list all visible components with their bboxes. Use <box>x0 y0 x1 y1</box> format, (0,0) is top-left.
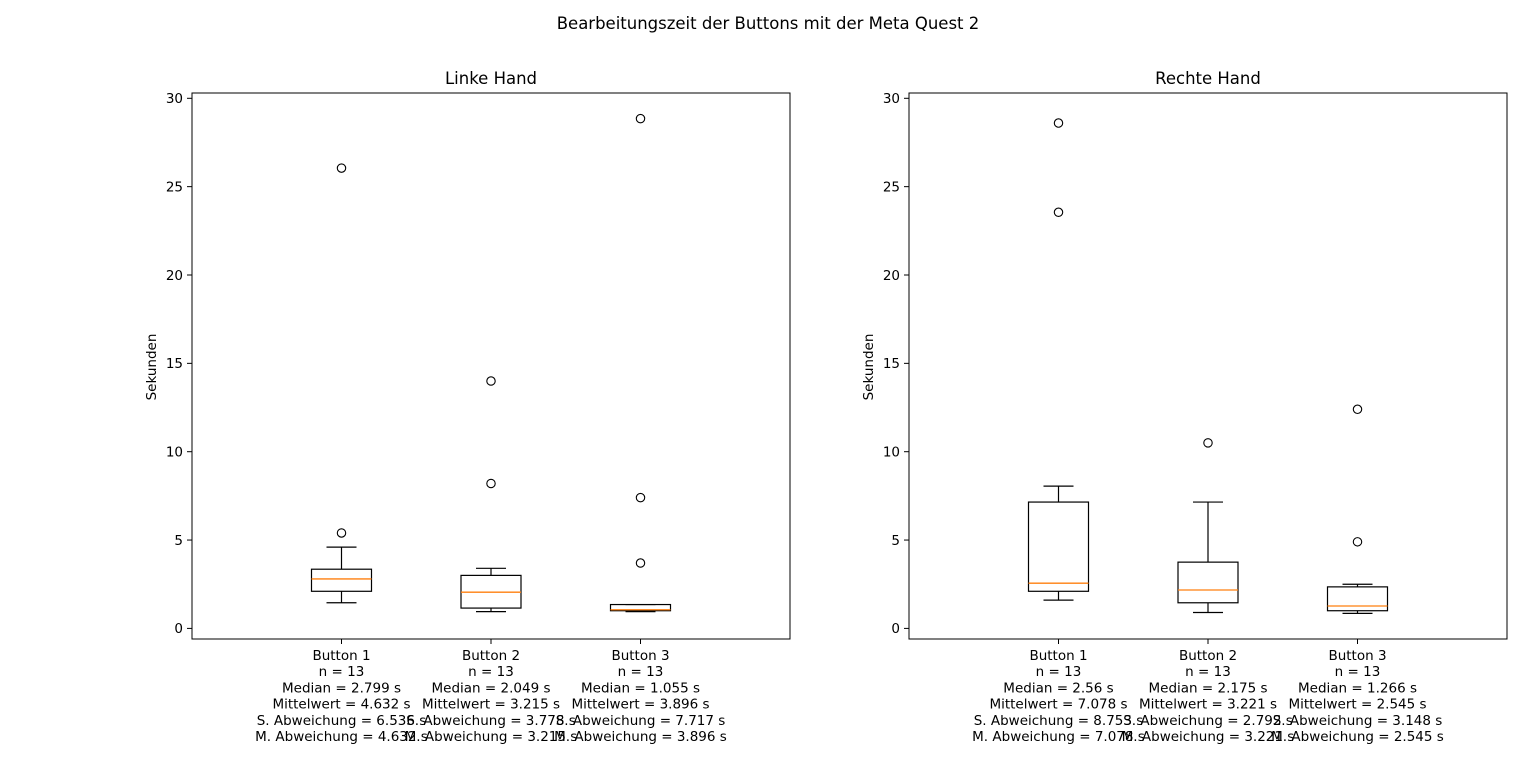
y-axis-label: Sekunden <box>861 334 877 401</box>
x-tick-label-line: Button 1 <box>1029 648 1087 664</box>
x-tick-label-line: M. Abweichung = 3.215 s <box>405 729 578 745</box>
x-tick-label-line: M. Abweichung = 3.896 s <box>554 729 727 745</box>
x-tick-label-line: M. Abweichung = 2.545 s <box>1271 729 1444 745</box>
x-tick-label-line: Button 1 <box>312 648 370 664</box>
x-tick-label-line: M. Abweichung = 4.632 s <box>255 729 428 745</box>
axes-frame <box>191 92 791 640</box>
y-tick-label: 0 <box>891 621 900 637</box>
x-tick-label-line: Button 3 <box>1328 648 1386 664</box>
box-1 <box>1027 118 1090 601</box>
iqr-box <box>609 603 672 612</box>
y-tick-label: 15 <box>166 356 183 372</box>
x-tick-label-line: Mittelwert = 4.632 s <box>272 697 410 713</box>
subplot-title: Linke Hand <box>445 69 537 88</box>
x-tick-label-line: Button 2 <box>1179 648 1237 664</box>
x-tick-label-line: Median = 1.055 s <box>581 680 700 696</box>
outlier-point <box>635 492 646 503</box>
outlier-point <box>1352 537 1363 547</box>
y-tick-label: 15 <box>883 356 900 372</box>
x-tick-label-line: n = 13 <box>1185 664 1231 680</box>
outlier-point <box>486 478 496 489</box>
x-tick-label-line: Median = 1.266 s <box>1298 680 1417 696</box>
x-tick-label-line: Median = 2.049 s <box>432 680 551 696</box>
y-tick-label: 25 <box>166 179 183 195</box>
x-tick-label-line: Button 2 <box>462 648 520 664</box>
subplot-title: Rechte Hand <box>1155 69 1261 88</box>
x-tick-label-line: Mittelwert = 3.896 s <box>571 697 709 713</box>
x-tick-label-line: n = 13 <box>1335 664 1381 680</box>
x-tick-label-line: S. Abweichung = 3.778 s <box>406 713 576 729</box>
x-tick-label-line: Button 3 <box>611 648 669 664</box>
y-tick-label: 30 <box>883 91 900 107</box>
x-tick-label-line: S. Abweichung = 2.792 s <box>1123 713 1293 729</box>
figure-title: Bearbeitungszeit der Buttons mit der Met… <box>557 14 980 33</box>
x-tick-label-line: n = 13 <box>1036 664 1082 680</box>
y-tick-label: 20 <box>883 268 900 284</box>
outlier-point <box>336 163 347 173</box>
outlier-point <box>1053 118 1064 128</box>
y-tick-label: 10 <box>166 444 183 460</box>
x-tick-label-line: n = 13 <box>468 664 514 680</box>
x-tick-label-line: M. Abweichung = 3.221 s <box>1122 729 1295 745</box>
x-tick-label-line: n = 13 <box>618 664 664 680</box>
y-tick-label: 20 <box>166 268 183 284</box>
y-axis-label: Sekunden <box>144 334 160 401</box>
box-3 <box>609 113 672 613</box>
iqr-box <box>1027 501 1090 592</box>
outlier-point <box>635 113 646 124</box>
box-2 <box>460 376 522 613</box>
iqr-box <box>310 568 373 592</box>
y-tick-label: 25 <box>883 179 900 195</box>
x-tick-label-line: Mittelwert = 3.215 s <box>422 697 560 713</box>
iqr-box <box>1326 586 1389 612</box>
x-tick-label-line: n = 13 <box>319 664 365 680</box>
x-tick-label-line: Median = 2.175 s <box>1149 680 1268 696</box>
outlier-point <box>1053 207 1064 218</box>
x-tick-label-line: Mittelwert = 3.221 s <box>1139 697 1277 713</box>
y-tick-label: 30 <box>166 91 183 107</box>
iqr-box <box>1177 561 1239 604</box>
outlier-point <box>1203 438 1213 448</box>
y-tick-label: 0 <box>174 621 183 637</box>
y-tick-label: 5 <box>174 533 183 549</box>
outlier-point <box>336 528 347 538</box>
y-tick-label: 5 <box>891 533 900 549</box>
x-tick-label-line: Median = 2.56 s <box>1003 680 1113 696</box>
box-3 <box>1326 404 1389 614</box>
outlier-point <box>635 558 646 568</box>
x-tick-label-line: Mittelwert = 2.545 s <box>1288 697 1426 713</box>
outlier-point <box>486 376 496 386</box>
x-tick-label-line: S. Abweichung = 7.717 s <box>556 713 726 729</box>
x-tick-label-line: Mittelwert = 7.078 s <box>989 697 1127 713</box>
axes-frame <box>908 92 1508 640</box>
y-tick-label: 10 <box>883 444 900 460</box>
outlier-point <box>1352 404 1363 415</box>
x-tick-label-line: S. Abweichung = 3.148 s <box>1273 713 1443 729</box>
x-tick-label-line: S. Abweichung = 8.753 s <box>974 713 1144 729</box>
box-2 <box>1177 438 1239 614</box>
x-tick-label-line: Median = 2.799 s <box>282 680 401 696</box>
x-tick-label-line: S. Abweichung = 6.536 s <box>257 713 427 729</box>
box-1 <box>310 163 373 604</box>
x-tick-label-line: M. Abweichung = 7.078 s <box>972 729 1145 745</box>
